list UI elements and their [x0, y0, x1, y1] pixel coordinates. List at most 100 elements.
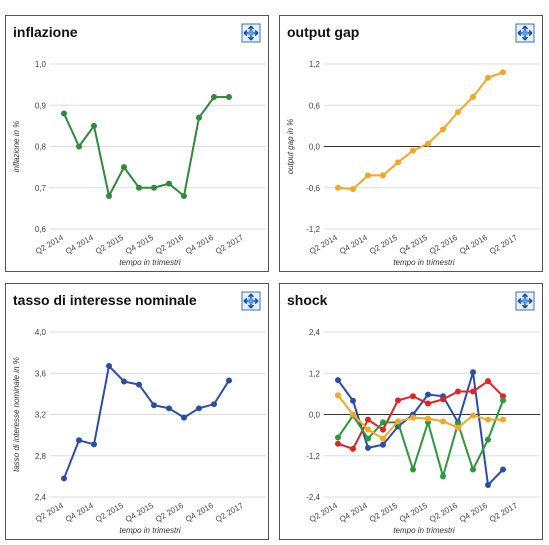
y-tick-label: 0,0 [309, 143, 321, 152]
series-line [337, 400, 504, 481]
expand-button[interactable] [241, 23, 261, 43]
data-point [121, 164, 127, 171]
expand-button[interactable] [241, 291, 261, 311]
data-point [211, 94, 217, 100]
data-point [350, 445, 356, 452]
data-point [166, 180, 172, 187]
x-axis-label: tempo in trimestri [119, 258, 181, 267]
data-point [380, 172, 386, 179]
data-point [455, 109, 461, 116]
data-point [470, 94, 476, 100]
data-point [500, 397, 506, 404]
data-point [395, 159, 401, 166]
data-point [181, 414, 187, 421]
data-point [500, 69, 506, 76]
data-point [335, 184, 341, 191]
data-point [440, 418, 446, 425]
data-point [76, 143, 82, 150]
y-tick-label: -2,4 [306, 493, 320, 502]
series-line [337, 71, 504, 191]
data-point [61, 475, 67, 482]
y-tick-label: 0,7 [35, 184, 47, 193]
data-point [226, 94, 232, 100]
data-point [380, 426, 386, 433]
data-point [455, 388, 461, 395]
data-point [425, 415, 431, 422]
expand-button[interactable] [515, 291, 535, 311]
data-point [196, 114, 202, 121]
data-point [425, 391, 431, 398]
chart-panel: tasso di interesse nominale 2,4 2,8 3,2 3,6 4… [5, 283, 269, 540]
data-point [440, 396, 446, 403]
data-point [455, 424, 461, 431]
data-point [485, 481, 491, 488]
y-tick-label: 2,4 [309, 328, 321, 337]
data-point [335, 440, 341, 447]
data-point [335, 392, 341, 399]
y-axis-label: tasso di interesse nominale in % [12, 357, 21, 472]
data-point [500, 466, 506, 473]
y-tick-label: 3,2 [35, 411, 47, 420]
y-axis-label: inflazione in % [12, 121, 21, 173]
data-point [106, 363, 112, 370]
data-point [181, 193, 187, 199]
data-point [76, 437, 82, 444]
data-point [365, 444, 371, 451]
data-point [121, 378, 127, 385]
y-tick-label: 2,4 [35, 493, 47, 502]
expand-icon-center [248, 298, 254, 304]
y-tick-label: -1,2 [306, 225, 320, 234]
data-point [485, 436, 491, 443]
chart-title: output gap [287, 24, 359, 40]
y-tick-label: -1,2 [306, 452, 320, 461]
expand-button[interactable] [515, 23, 535, 43]
x-axis-label: tempo in trimestri [393, 526, 455, 535]
x-axis-label: tempo in trimestri [119, 526, 181, 535]
x-axis-label: tempo in trimestri [393, 258, 455, 267]
expand-icon-center [522, 298, 528, 304]
data-point [166, 405, 172, 412]
data-point [335, 434, 341, 441]
data-point [151, 402, 157, 409]
data-point [136, 184, 142, 191]
data-point [455, 420, 461, 427]
chart-title: inflazione [13, 24, 78, 40]
data-point [365, 172, 371, 179]
data-point [485, 378, 491, 385]
y-tick-label: 1,2 [309, 60, 321, 69]
data-point [425, 400, 431, 407]
data-point [410, 393, 416, 400]
data-point [350, 186, 356, 193]
series-line [63, 96, 229, 199]
data-point [410, 466, 416, 473]
y-tick-label: 1,0 [35, 60, 47, 69]
y-tick-label: 1,2 [309, 369, 321, 378]
chart-title: tasso di interesse nominale [13, 292, 197, 308]
data-point [380, 419, 386, 426]
data-point [91, 122, 97, 129]
data-point [440, 473, 446, 480]
y-tick-label: 2,8 [35, 452, 47, 461]
data-point [365, 435, 371, 442]
data-point [335, 377, 341, 384]
y-axis-label: output gap in % [286, 119, 295, 175]
data-point [106, 193, 112, 199]
data-point [365, 416, 371, 423]
data-point [410, 414, 416, 421]
data-point [365, 426, 371, 433]
data-point [226, 377, 232, 384]
data-point [410, 147, 416, 154]
data-point [485, 416, 491, 423]
data-point [500, 393, 506, 400]
data-point [151, 184, 157, 191]
y-tick-label: 0,9 [35, 101, 47, 110]
data-point [440, 126, 446, 133]
y-tick-label: -0,6 [306, 184, 320, 193]
data-point [470, 369, 476, 376]
data-point [136, 381, 142, 388]
series-line [337, 379, 504, 451]
data-point [196, 405, 202, 412]
